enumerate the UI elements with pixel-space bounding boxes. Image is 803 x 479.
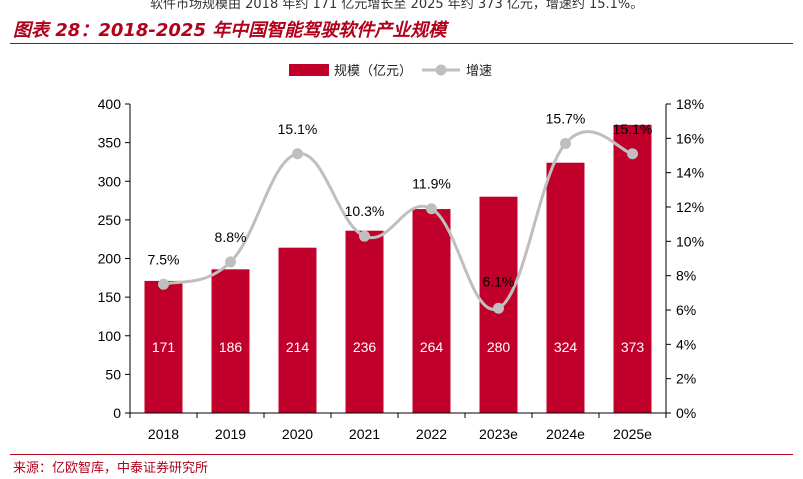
left-tick-label: 0 [113,405,121,421]
right-tick-label: 12% [676,199,704,215]
bar-2018 [144,280,183,413]
footer-rule [10,454,793,455]
growth-value-label: 6.1% [483,273,515,289]
left-tick-label: 200 [98,251,122,267]
bar-value-label: 264 [420,339,444,355]
growth-value-label: 7.5% [148,251,180,267]
bar-value-label: 236 [353,339,377,355]
right-tick-label: 2% [676,371,696,387]
x-tick-label: 2024e [546,426,585,442]
legend-line-marker [435,64,447,76]
left-tick-label: 350 [98,135,122,151]
left-tick-label: 400 [98,96,122,112]
bar-2024e [546,162,585,413]
legend-line-label: 增速 [466,64,492,79]
growth-value-label: 11.9% [412,176,451,192]
x-tick-label: 2020 [282,426,313,442]
left-tick-label: 50 [105,366,121,382]
bar-2021 [345,230,384,413]
right-tick-label: 16% [676,130,704,146]
legend-bar-label: 规模（亿元） [334,64,412,79]
growth-point-2020 [292,148,303,160]
x-tick-label: 2019 [215,426,246,442]
bar-value-label: 171 [152,339,176,355]
left-tick-label: 300 [98,173,122,189]
left-tick-label: 150 [98,289,122,305]
legend-bar-swatch [289,64,329,76]
source-note: 来源：亿欧智库，中泰证券研究所 [13,461,209,476]
left-tick-label: 250 [98,212,122,228]
right-tick-label: 14% [676,165,704,181]
right-tick-label: 4% [676,336,696,352]
growth-point-2018 [158,278,169,290]
bar-2020 [278,247,317,413]
x-tick-label: 2023e [479,426,518,442]
growth-line [163,130,633,311]
x-tick-label: 2018 [148,426,179,442]
x-tick-label: 2021 [349,426,380,442]
growth-point-2023e [493,302,504,314]
bar-2025e [613,124,652,414]
growth-value-label: 8.8% [215,229,247,245]
bar-value-label: 324 [554,339,578,355]
growth-point-2019 [225,256,236,268]
growth-value-label: 15.1% [278,121,318,137]
growth-point-2024e [560,137,571,149]
bar-value-label: 280 [487,339,511,355]
x-tick-label: 2022 [416,426,447,442]
left-tick-label: 100 [98,328,122,344]
growth-value-label: 10.3% [345,203,385,219]
growth-point-2021 [359,230,370,242]
right-tick-label: 6% [676,302,696,318]
bar-value-label: 214 [286,339,310,355]
growth-value-label: 15.7% [546,110,586,126]
bar-2019 [211,269,250,413]
bar-value-label: 373 [621,339,645,355]
figure-title: 图表 28：2018-2025 年中国智能驾驶软件产业规模 [13,20,447,41]
title-rule [10,43,793,44]
cut-off-caption: 软件市场规模由 2018 年约 171 亿元增长至 2025 年约 373 亿元… [150,0,644,12]
x-tick-label: 2025e [613,426,652,442]
right-tick-label: 8% [676,268,696,284]
bar-2022 [412,209,451,413]
bar-value-label: 186 [219,339,243,355]
growth-point-2022 [426,203,437,215]
right-tick-label: 10% [676,233,704,249]
right-tick-label: 0% [676,405,696,421]
growth-point-2025e [627,148,638,160]
right-tick-label: 18% [676,96,704,112]
growth-value-label: 15.1% [613,121,653,137]
